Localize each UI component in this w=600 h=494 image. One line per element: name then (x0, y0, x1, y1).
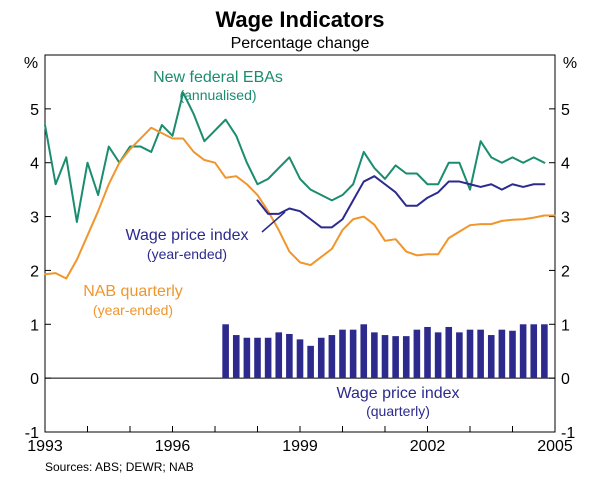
wpi-quarterly-bar (541, 324, 548, 379)
left-axis-unit: % (24, 55, 38, 72)
nab-label: NAB quarterly (83, 283, 183, 300)
ebas-sublabel: (annualised) (179, 87, 256, 103)
chart-title: Wage Indicators (215, 7, 384, 32)
wpi-quarterly-bar (254, 337, 261, 379)
wpi-quarterly-bar (519, 324, 527, 379)
wpi-quarterly-bar (434, 332, 442, 379)
wpi-quarterly-bar (296, 339, 304, 379)
ebas-label: New federal EBAs (153, 69, 283, 86)
wpi-year-ended-label: Wage price index (125, 227, 248, 244)
wpi-quarterly-bar (360, 324, 368, 379)
chart-source: Sources: ABS; DEWR; NAB (45, 460, 194, 474)
wpi-quarterly-bar (413, 329, 421, 379)
wpi-year-ended-line (256, 175, 546, 229)
wpi-quarterly-bar (466, 329, 474, 379)
wpi-quarterly-bar (243, 337, 251, 379)
x-tick-label-1993: 1993 (27, 438, 63, 455)
y-tick-label-left-4: 4 (30, 156, 39, 173)
nab-sublabel: (year-ended) (93, 302, 173, 318)
wpi-quarterly-bar (498, 329, 506, 379)
y-tick-label-right-5: 5 (561, 102, 570, 119)
wpi-quarterly-bar (317, 337, 325, 379)
wpi-quarterly-bar (307, 345, 314, 379)
chart-subtitle: Percentage change (231, 35, 370, 52)
wpi-quarterly-bar (477, 329, 484, 379)
ebas-line (44, 91, 546, 223)
wpi-quarterly-bar (456, 332, 463, 379)
wpi-quarterly-bar (509, 330, 516, 379)
y-tick-label-right-2: 2 (561, 263, 570, 280)
wpi-quarterly-bar (530, 324, 538, 379)
wpi-quarterly-bar (286, 333, 293, 379)
right-axis-unit: % (563, 55, 577, 72)
x-tick-label-1999: 1999 (282, 438, 318, 455)
wpi-year-ended-sublabel: (year-ended) (147, 246, 227, 262)
wpi-quarterly-bar (339, 329, 346, 379)
wpi-quarterly-bar (392, 336, 399, 379)
wpi-quarterly-label: Wage price index (336, 385, 459, 402)
x-tick-label-1996: 1996 (155, 438, 191, 455)
x-tick-label-2005: 2005 (537, 438, 573, 455)
y-tick-label-left-1: 1 (30, 317, 39, 334)
y-tick-label-left-5: 5 (30, 102, 39, 119)
x-tick-label-2002: 2002 (410, 438, 446, 455)
y-tick-label-right-0: 0 (561, 371, 570, 388)
y-tick-label-left-2: 2 (30, 263, 39, 280)
y-tick-label-left-0: 0 (30, 371, 39, 388)
wpi-year-ended-pointer (261, 211, 286, 233)
nab-line (44, 126, 556, 280)
wpi-quarterly-bar (445, 326, 453, 379)
wpi-quarterly-bar (349, 329, 357, 379)
y-tick-label-right-3: 3 (561, 210, 570, 227)
wpi-quarterly-bar (381, 335, 389, 379)
wpi-quarterly-bar (275, 332, 283, 379)
wpi-quarterly-sublabel: (quarterly) (366, 403, 430, 419)
wpi-quarterly-bar (328, 335, 336, 379)
wpi-quarterly-bar (487, 335, 495, 379)
wpi-quarterly-bar (232, 335, 240, 379)
y-tick-label-right-1: 1 (561, 317, 570, 334)
y-tick-label-left--1: -1 (25, 425, 39, 442)
plot-area: -1 -1 0 0 1 1 2 2 3 3 4 4 5 5 1993 1996 1999 2002 2005 New … (25, 54, 575, 455)
wpi-quarterly-bar (424, 326, 431, 379)
y-tick-label-right-4: 4 (561, 156, 570, 173)
y-tick-label-right--1: -1 (561, 425, 575, 442)
wpi-quarterly-bar (371, 332, 378, 379)
wpi-quarterly-bar (264, 337, 272, 379)
y-tick-label-left-3: 3 (30, 210, 39, 227)
wpi-quarterly-bar (222, 324, 229, 379)
wpi-quarterly-bar (402, 336, 410, 379)
